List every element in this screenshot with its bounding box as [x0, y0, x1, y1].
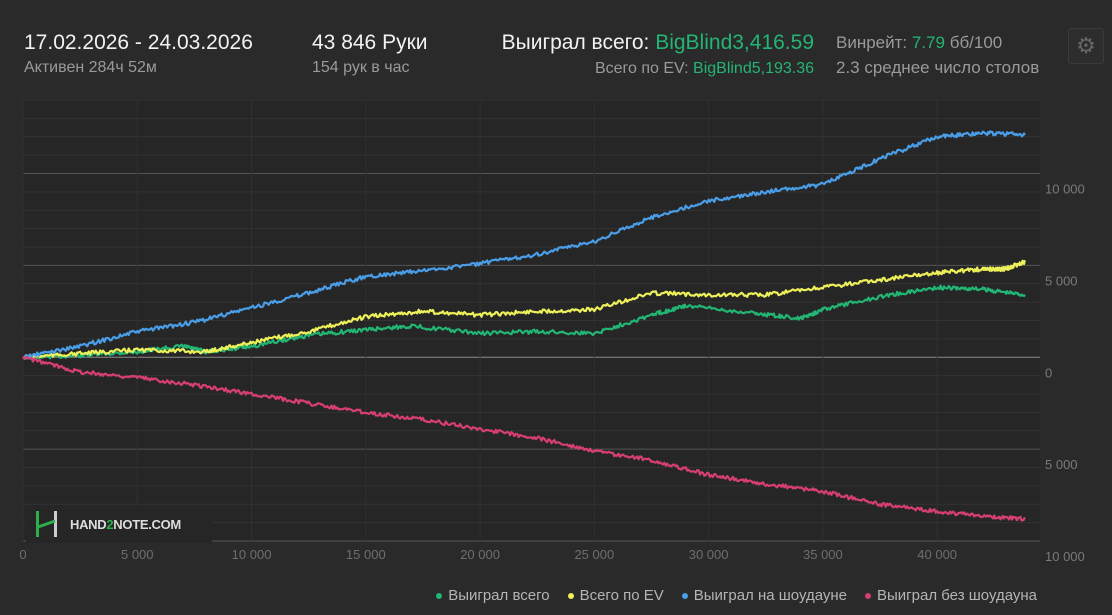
logo-icon	[36, 511, 57, 537]
legend-dot-icon	[567, 592, 574, 599]
logo-text: HAND2NOTE.COM	[70, 516, 181, 532]
series-line-1	[22, 259, 1026, 360]
x-tick-label: 30 000	[689, 547, 729, 562]
series-line-2	[22, 130, 1026, 359]
hands-count: 43 846 Руки	[312, 31, 428, 54]
x-tick-label: 40 000	[917, 547, 957, 562]
date-range: 17.02.2026 - 24.03.2026	[24, 31, 253, 54]
legend-label: Выиграл без шоудауна	[877, 587, 1037, 604]
y-tick-label: 10 000	[1045, 549, 1085, 564]
legend-item[interactable]: Всего по EV	[567, 587, 664, 604]
legend-dot-icon	[865, 592, 872, 599]
winrate-label: Винрейт:	[836, 33, 908, 52]
series-line-3	[22, 355, 1026, 522]
x-tick-label: 5 000	[121, 547, 154, 562]
active-time: Активен 284ч 52м	[24, 59, 157, 76]
settings-button[interactable]: ⚙	[1068, 28, 1104, 64]
legend: Выиграл всего Всего по EV Выиграл на шоуда…	[436, 587, 1037, 604]
winrate-unit: бб/100	[949, 33, 1003, 52]
hand2note-logo: HAND2NOTE.COM	[26, 505, 212, 543]
legend-dot-icon	[436, 592, 443, 599]
ev-total: Всего по EV: BigBlind5,193.36	[595, 60, 814, 78]
x-tick-label: 10 000	[232, 547, 272, 562]
x-tick-label: 15 000	[346, 547, 386, 562]
won-total: Выиграл всего: BigBlind3,416.59	[502, 31, 814, 55]
avg-tables: 2.3 среднее число столов	[836, 58, 1040, 77]
legend-label: Выиграл всего	[448, 587, 550, 604]
gear-icon: ⚙	[1076, 33, 1096, 58]
x-tick-label: 35 000	[803, 547, 843, 562]
legend-label: Выиграл на шоудауне	[693, 587, 848, 604]
winrate: Винрейт: 7.79 бб/100	[836, 33, 1002, 53]
legend-dot-icon	[681, 592, 688, 599]
y-tick-label: 0	[1045, 365, 1052, 380]
won-value: BigBlind3,416.59	[655, 31, 814, 54]
winrate-value: 7.79	[911, 33, 945, 52]
ev-label: Всего по EV:	[594, 60, 689, 77]
hands-per-hour: 154 рук в час	[312, 59, 410, 76]
legend-item[interactable]: Выиграл на шоудауне	[681, 587, 848, 604]
x-tick-label: 20 000	[460, 547, 500, 562]
y-tick-label: 10 000	[1045, 182, 1085, 197]
series-line-0	[22, 284, 1026, 360]
legend-label: Всего по EV	[579, 587, 664, 604]
legend-item[interactable]: Выиграл без шоудауна	[865, 587, 1037, 604]
legend-item[interactable]: Выиграл всего	[436, 587, 550, 604]
ev-value: BigBlind5,193.36	[693, 60, 814, 77]
y-tick-label: 5 000	[1045, 457, 1078, 472]
y-tick-label: 5 000	[1045, 273, 1078, 288]
x-tick-label: 0	[19, 547, 26, 562]
chart: 0 5 000 10 000 15 000 20 000 25 000 30 000 35 0…	[19, 99, 1085, 564]
x-tick-label: 25 000	[574, 547, 614, 562]
won-label: Выиграл всего:	[501, 31, 650, 54]
